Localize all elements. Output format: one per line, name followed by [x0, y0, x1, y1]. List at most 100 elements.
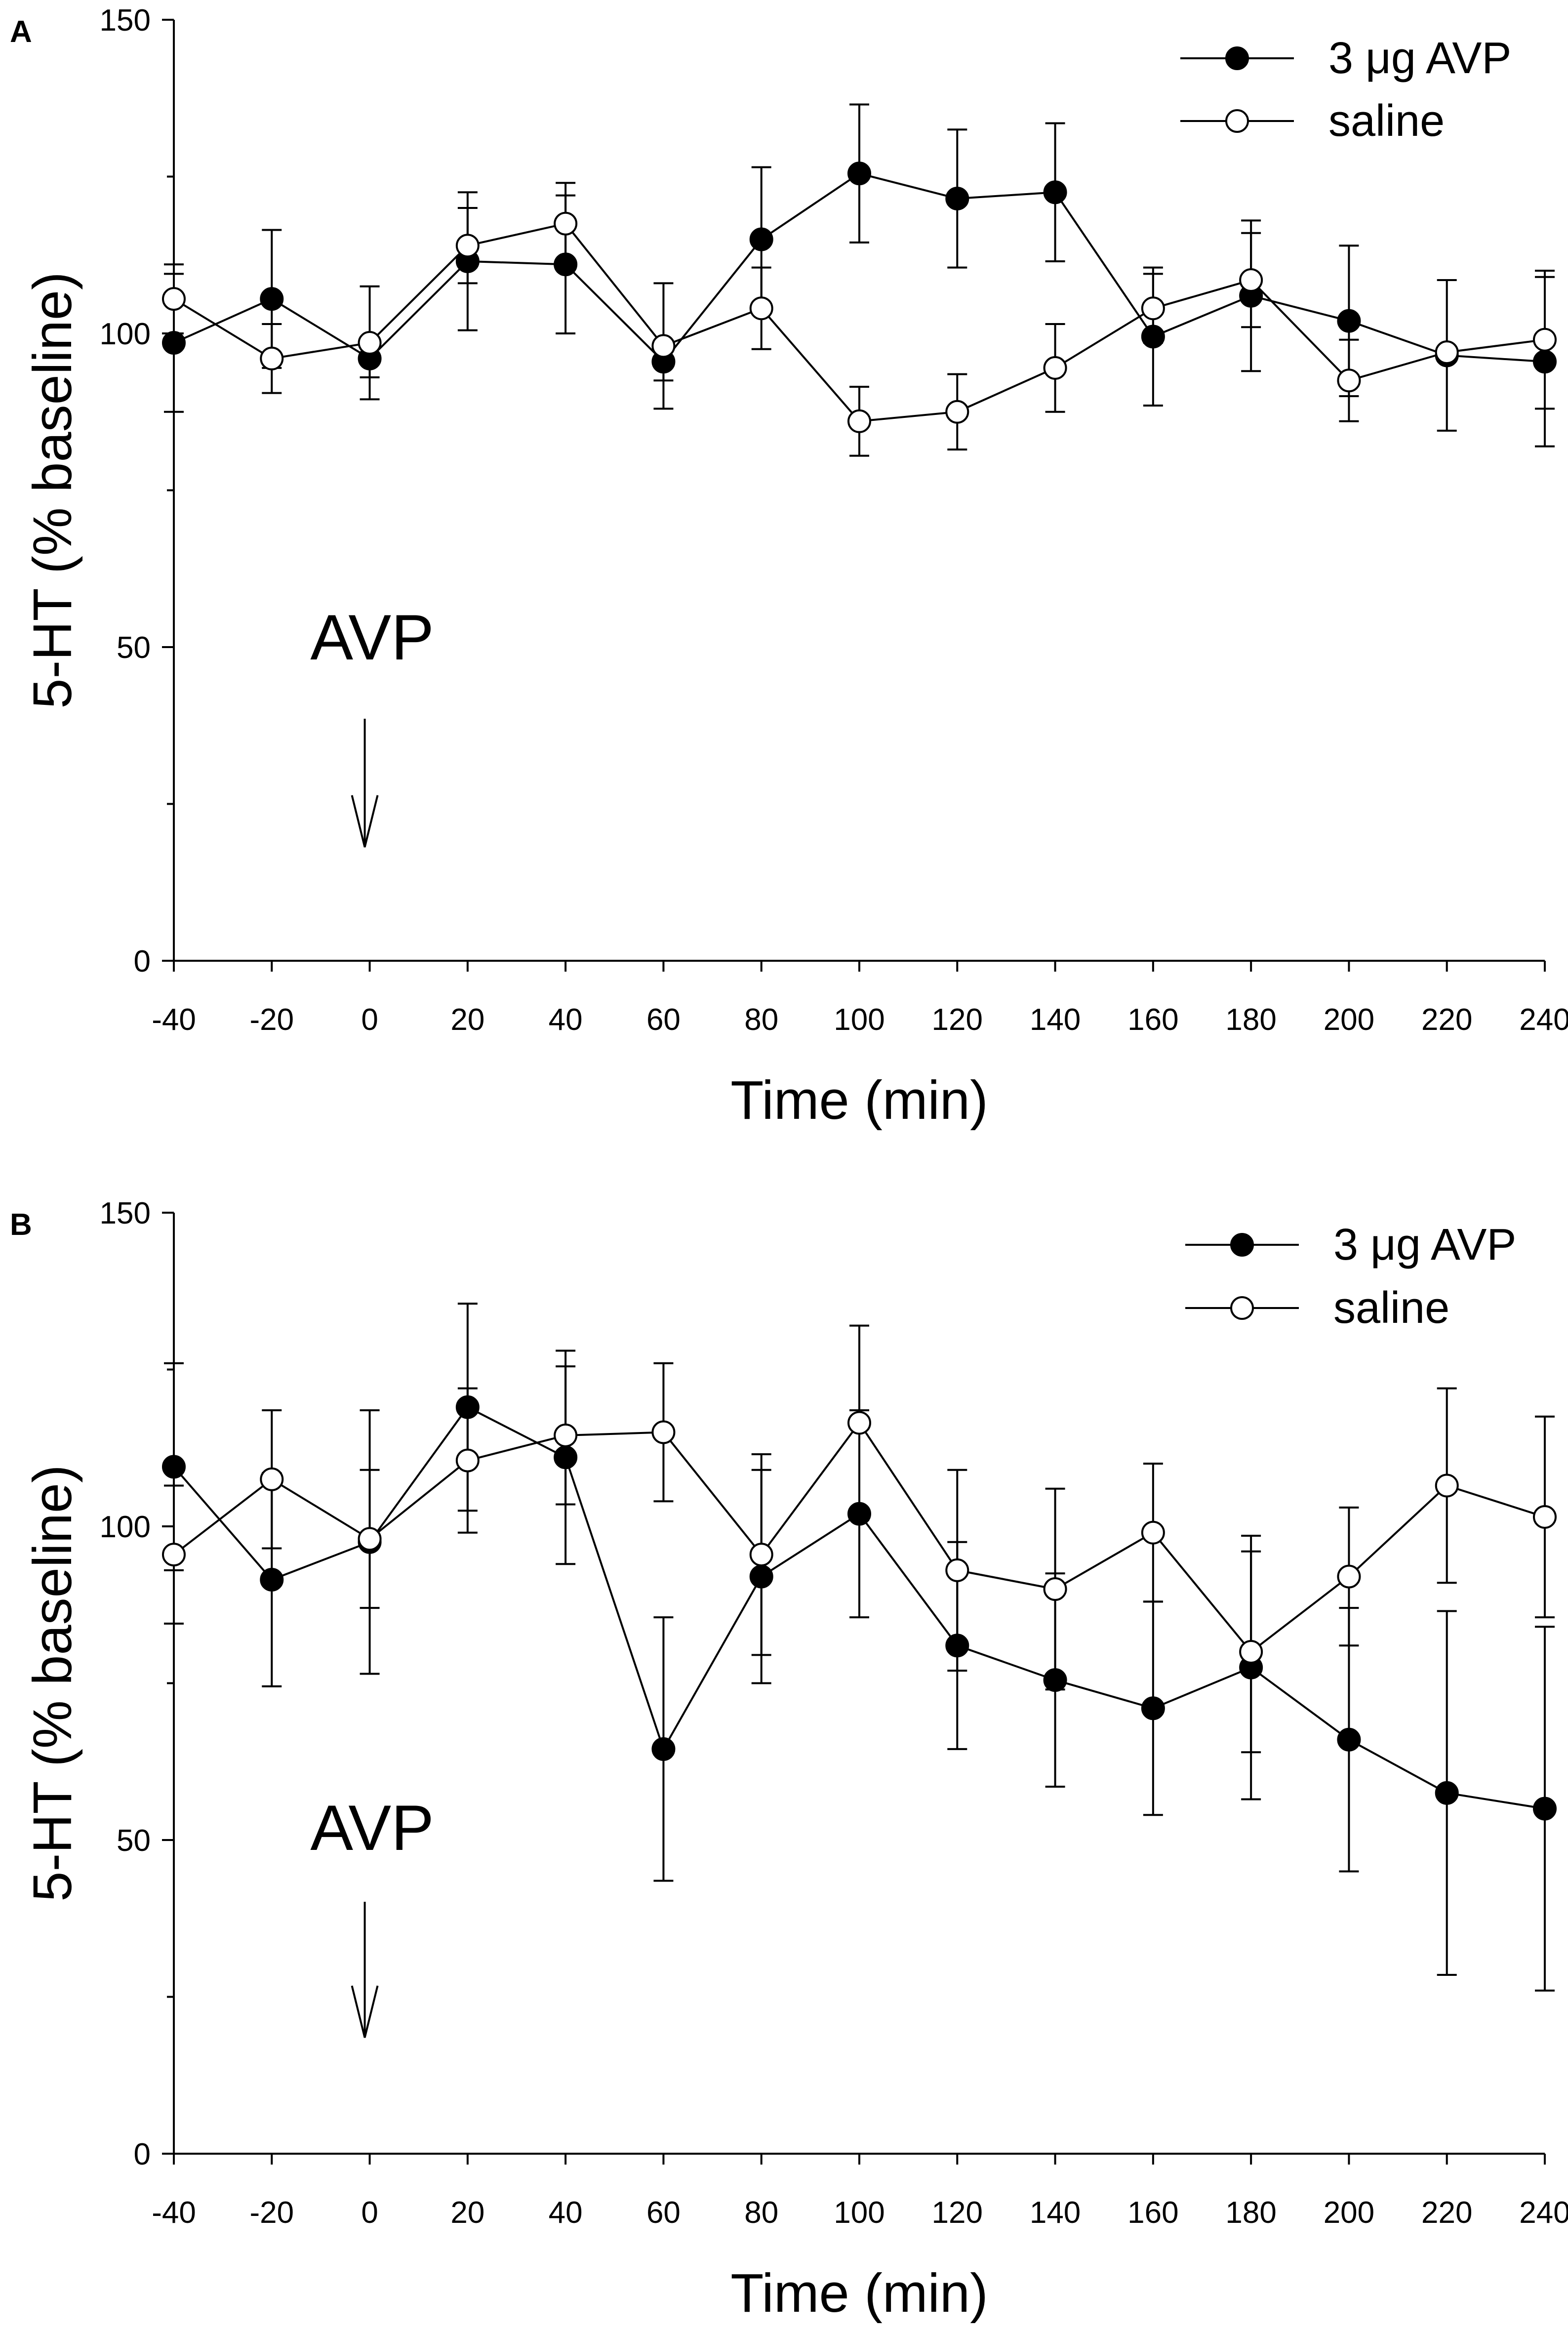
panel-b-series-avp-point: [162, 1455, 186, 1479]
panel-a: A 0 50 100 150 -40 -20 0 20 40 60 80 100 120 140 160 180…: [10, 3, 1568, 1131]
panel-a-x-tick-label: 40: [549, 1003, 583, 1037]
panel-b-series-saline-point: [260, 1467, 284, 1491]
panel-a-series-saline: [162, 182, 1557, 457]
panel-a-y-tick-label: 150: [100, 3, 151, 38]
panel-b-series-saline-point: [554, 1423, 578, 1447]
panel-a-series-saline-point: [358, 331, 382, 355]
panel-a-series-avp-point: [847, 162, 871, 186]
panel-b-x-tick-label: 180: [1225, 2196, 1276, 2230]
panel-b-x-tick-label: 0: [361, 2196, 378, 2230]
panel-a-series-saline-point: [749, 296, 773, 321]
panel-a-series-saline-point: [1337, 368, 1361, 393]
panel-b-series-saline-point: [455, 1448, 480, 1473]
panel-a-series-saline-point: [162, 287, 186, 311]
panel-b-series-saline-point: [847, 1411, 871, 1435]
panel-b-legend-marker: [1230, 1233, 1254, 1257]
panel-b-series-avp-point: [260, 1567, 284, 1592]
panel-a-series-avp-point: [260, 287, 284, 311]
panel-b-series-avp-point: [1533, 1797, 1557, 1821]
panel-b-series-saline-point: [749, 1543, 773, 1567]
panel-b-series-avp-point: [1337, 1727, 1361, 1752]
panel-b-y-tick-label: 100: [100, 1510, 151, 1544]
panel-a-series-avp-point: [749, 227, 773, 251]
panel-b-x-tick-label: 100: [834, 2196, 885, 2230]
panel-b-series-avp-point: [651, 1737, 676, 1761]
panel-a-series-saline-point: [455, 234, 480, 258]
panel-b-legend-label: saline: [1333, 1283, 1449, 1333]
panel-b-series-saline-point: [1043, 1577, 1067, 1601]
panel-a-x-tick-label: 120: [932, 1003, 983, 1037]
panel-b-series-saline-point: [1435, 1473, 1459, 1498]
panel-a-series-saline-point: [651, 334, 676, 358]
panel-b-legend-label: 3 μg AVP: [1333, 1220, 1516, 1269]
panel-b-x-tick-label: 80: [744, 2196, 778, 2230]
panel-a-legend-marker: [1225, 109, 1249, 133]
panel-b-legend: 3 μg AVP saline: [1185, 1220, 1516, 1333]
panel-b-series-saline-point: [358, 1527, 382, 1551]
panel-a-x-axis-title: Time (min): [730, 1070, 988, 1131]
panel-a-legend-label: 3 μg AVP: [1328, 34, 1511, 83]
panel-a-series-saline-point: [1043, 356, 1067, 380]
panel-a-series-saline-point: [945, 400, 969, 424]
panel-a-x-tick-label: 240: [1519, 1003, 1568, 1037]
panel-a-x-tick-label: 0: [361, 1003, 378, 1037]
panel-a-series-saline-point: [1435, 340, 1459, 365]
panel-a-series-saline-point: [554, 211, 578, 236]
panel-a-y-axis-title: 5-HT (% baseline): [22, 272, 83, 708]
panel-b-series-saline-point: [1239, 1640, 1263, 1664]
panel-a-series-avp-point: [945, 186, 969, 210]
panel-a-x-tick-label: 140: [1030, 1003, 1081, 1037]
panel-a-x-tick-label: 100: [834, 1003, 885, 1037]
panel-b-series-saline-point: [651, 1420, 676, 1444]
panel-a-x-tick-label: 60: [646, 1003, 681, 1037]
panel-a-series-avp-point: [1337, 309, 1361, 333]
panel-a-series-avp-point: [1043, 180, 1067, 205]
panel-b-series-saline-point: [1337, 1564, 1361, 1589]
panel-a-x-tick-label: 80: [744, 1003, 778, 1037]
panel-b-x-tick-label: 60: [646, 2196, 681, 2230]
panel-b-series-saline: [162, 1324, 1557, 1754]
panel-a-legend: 3 μg AVP saline: [1180, 34, 1511, 146]
panel-a-series-saline-point: [260, 346, 284, 370]
panel-b-x-tick-label: 200: [1324, 2196, 1374, 2230]
panel-a-x-tick-label: 20: [450, 1003, 484, 1037]
panel-a-series-saline-point: [1141, 296, 1165, 321]
panel-b-legend-marker: [1230, 1296, 1254, 1320]
panel-b-series-saline-point: [1141, 1520, 1165, 1545]
panel-a-x-tick-label: 200: [1324, 1003, 1374, 1037]
panel-b-x-tick-label: 20: [450, 2196, 484, 2230]
panel-a-series-saline-point: [847, 409, 871, 433]
panel-a-y-tick-label: 100: [100, 317, 151, 351]
panel-b-letter: B: [10, 1208, 32, 1242]
panel-b-y-tick-label: 0: [134, 2137, 151, 2171]
panel-b-y-tick-label: 50: [117, 1824, 151, 1858]
panel-a-avp-arrow-head: [351, 795, 379, 848]
panel-a-x-tick-label: 220: [1421, 1003, 1472, 1037]
panel-a-legend-marker: [1225, 46, 1249, 70]
panel-a-avp-annotation: AVP: [310, 601, 434, 673]
panel-b-x-tick-label: 40: [549, 2196, 583, 2230]
panel-b-avp-annotation: AVP: [310, 1792, 434, 1864]
panel-b-series-saline-point: [1533, 1505, 1557, 1529]
panel-a-x-tick-label: -20: [249, 1003, 294, 1037]
panel-a-legend-label: saline: [1328, 96, 1445, 146]
panel-a-series-saline-point: [1239, 268, 1263, 292]
panel-b-x-axis-title: Time (min): [730, 2263, 988, 2324]
panel-b-x-tick-label: 140: [1030, 2196, 1081, 2230]
panel-b-series-avp-point: [1141, 1696, 1165, 1720]
panel-b-x-tick-label: 160: [1127, 2196, 1178, 2230]
panel-b-x-tick-label: 240: [1519, 2196, 1568, 2230]
panel-a-series-avp-point: [162, 331, 186, 355]
panel-b-x-tick-label: -40: [152, 2196, 196, 2230]
panel-b-avp-arrow-head: [351, 1985, 379, 2038]
panel-b-x-tick-label: 220: [1421, 2196, 1472, 2230]
panel-b-x-tick-label: 120: [932, 2196, 983, 2230]
panel-b-series-saline-point: [945, 1558, 969, 1582]
panel-b-y-axis-title: 5-HT (% baseline): [22, 1465, 83, 1901]
panel-b-series-avp-point: [1435, 1781, 1459, 1805]
panel-b-x-tick-label: -20: [249, 2196, 294, 2230]
panel-a-x-tick-label: 180: [1225, 1003, 1276, 1037]
panel-b-series-saline-point: [162, 1543, 186, 1567]
panel-a-letter: A: [10, 15, 32, 49]
